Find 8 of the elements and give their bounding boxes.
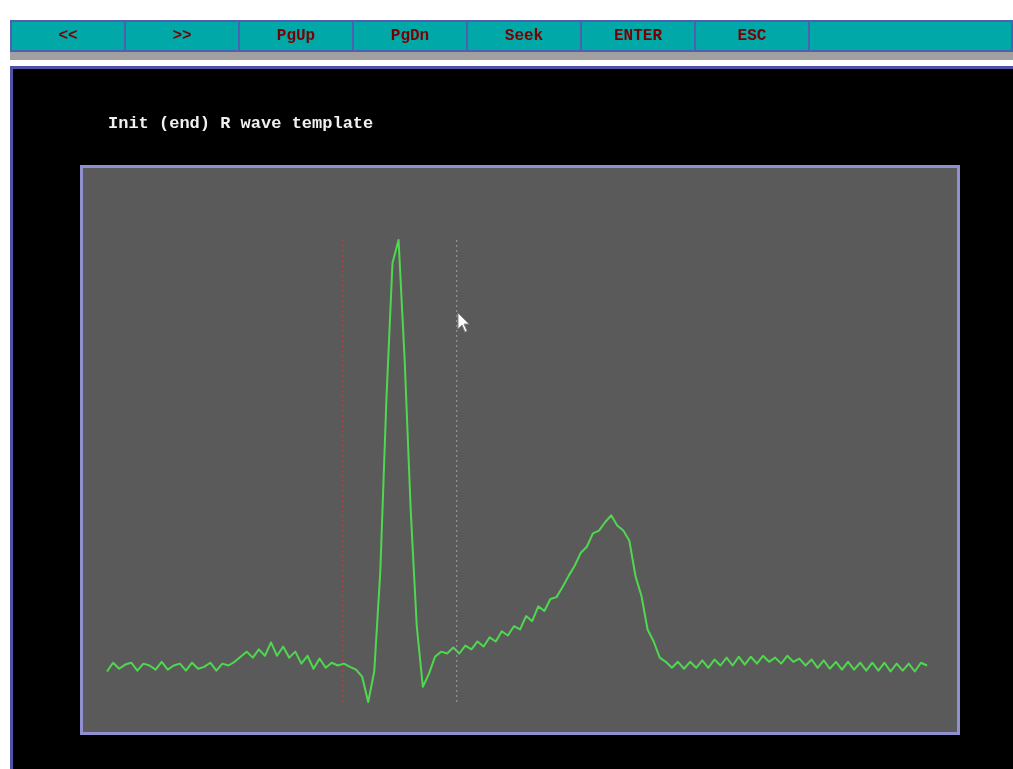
- text: <<: [12, 22, 126, 50]
- text: PgUp: [240, 22, 354, 50]
- chart-title: Init (end) R wave template: [108, 114, 374, 133]
- text: ESC: [696, 22, 810, 50]
- text: PgDn: [354, 22, 468, 50]
- text: >>: [126, 22, 240, 50]
- text: Seek: [468, 22, 582, 50]
- text: ENTER: [582, 22, 696, 50]
